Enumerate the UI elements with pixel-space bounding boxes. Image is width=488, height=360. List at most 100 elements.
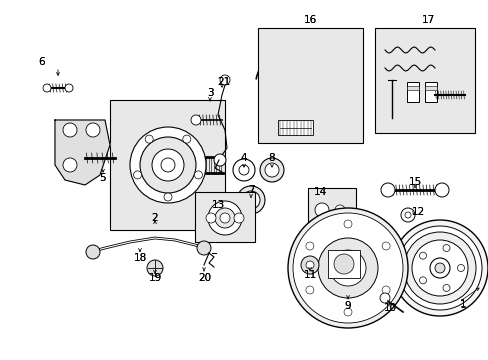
- Circle shape: [207, 201, 242, 235]
- Circle shape: [343, 308, 351, 316]
- Bar: [374, 28, 474, 133]
- Bar: [406, 82, 418, 102]
- Circle shape: [292, 213, 402, 323]
- Bar: [110, 100, 224, 230]
- Circle shape: [163, 193, 172, 201]
- Circle shape: [152, 149, 183, 181]
- Text: 3: 3: [206, 88, 213, 98]
- Bar: [258, 28, 362, 143]
- Text: 7: 7: [247, 185, 254, 195]
- Text: 8: 8: [268, 153, 275, 163]
- Bar: [195, 192, 254, 242]
- Circle shape: [237, 186, 264, 214]
- Circle shape: [161, 158, 175, 172]
- Circle shape: [305, 242, 313, 250]
- Circle shape: [264, 163, 279, 177]
- Text: 14: 14: [313, 187, 326, 197]
- Circle shape: [220, 75, 229, 85]
- Text: 11: 11: [303, 270, 316, 280]
- Text: 13: 13: [211, 200, 224, 210]
- Circle shape: [434, 183, 448, 197]
- Text: 1: 1: [459, 300, 466, 310]
- Polygon shape: [55, 120, 110, 185]
- Bar: [424, 82, 436, 102]
- Circle shape: [63, 158, 77, 172]
- Circle shape: [65, 84, 73, 92]
- Circle shape: [381, 242, 389, 250]
- Circle shape: [403, 232, 475, 304]
- Circle shape: [246, 196, 254, 204]
- Text: 3: 3: [206, 88, 213, 98]
- Text: 8: 8: [268, 153, 275, 163]
- Circle shape: [314, 203, 328, 217]
- Circle shape: [63, 123, 77, 137]
- Text: 4: 4: [240, 153, 247, 163]
- Circle shape: [457, 265, 464, 271]
- Circle shape: [317, 238, 377, 298]
- Text: 18: 18: [133, 253, 146, 263]
- Bar: [278, 120, 312, 135]
- Circle shape: [343, 220, 351, 228]
- Text: 21: 21: [217, 77, 230, 87]
- Circle shape: [232, 159, 254, 181]
- Text: 18: 18: [133, 253, 146, 263]
- Text: 12: 12: [410, 207, 424, 217]
- Circle shape: [379, 293, 389, 303]
- Circle shape: [183, 135, 190, 143]
- Circle shape: [397, 226, 481, 310]
- Circle shape: [419, 252, 426, 259]
- Circle shape: [329, 250, 365, 286]
- Text: 4: 4: [240, 153, 247, 163]
- Circle shape: [381, 286, 389, 294]
- Text: 13: 13: [211, 200, 224, 210]
- Circle shape: [147, 260, 163, 276]
- Bar: [424, 86, 436, 90]
- Circle shape: [411, 240, 467, 296]
- Text: 19: 19: [148, 273, 162, 283]
- Circle shape: [429, 258, 449, 278]
- Text: 20: 20: [198, 273, 211, 283]
- Circle shape: [434, 263, 444, 273]
- Text: 2: 2: [151, 213, 158, 223]
- Bar: [406, 86, 418, 90]
- Circle shape: [191, 115, 201, 125]
- Text: 16: 16: [303, 15, 316, 25]
- Circle shape: [214, 154, 225, 166]
- Text: 14: 14: [313, 187, 326, 197]
- Text: 6: 6: [39, 57, 45, 67]
- Circle shape: [333, 254, 353, 274]
- Circle shape: [301, 256, 318, 274]
- Text: 5: 5: [100, 173, 106, 183]
- Circle shape: [391, 220, 487, 316]
- Circle shape: [305, 286, 313, 294]
- Text: 15: 15: [407, 177, 421, 187]
- Circle shape: [220, 213, 229, 223]
- Circle shape: [194, 171, 202, 179]
- Circle shape: [242, 191, 260, 209]
- Circle shape: [380, 183, 394, 197]
- Text: 21: 21: [217, 77, 230, 87]
- Text: 17: 17: [421, 15, 434, 25]
- Circle shape: [305, 261, 313, 269]
- Circle shape: [234, 213, 244, 223]
- Text: 16: 16: [303, 15, 316, 25]
- Text: 7: 7: [247, 185, 254, 195]
- Text: 5: 5: [100, 173, 106, 183]
- Text: 10: 10: [383, 303, 396, 313]
- Circle shape: [130, 127, 205, 203]
- Circle shape: [86, 123, 100, 137]
- Circle shape: [442, 284, 449, 292]
- Text: 20: 20: [198, 273, 211, 283]
- Circle shape: [260, 158, 284, 182]
- Circle shape: [145, 135, 153, 143]
- Text: 11: 11: [303, 270, 316, 280]
- Circle shape: [287, 208, 407, 328]
- Text: 2: 2: [151, 213, 158, 223]
- Circle shape: [140, 137, 196, 193]
- Text: 17: 17: [421, 15, 434, 25]
- Text: 12: 12: [410, 207, 424, 217]
- Bar: [327, 250, 359, 278]
- Circle shape: [442, 244, 449, 252]
- Circle shape: [205, 213, 216, 223]
- Circle shape: [404, 212, 410, 218]
